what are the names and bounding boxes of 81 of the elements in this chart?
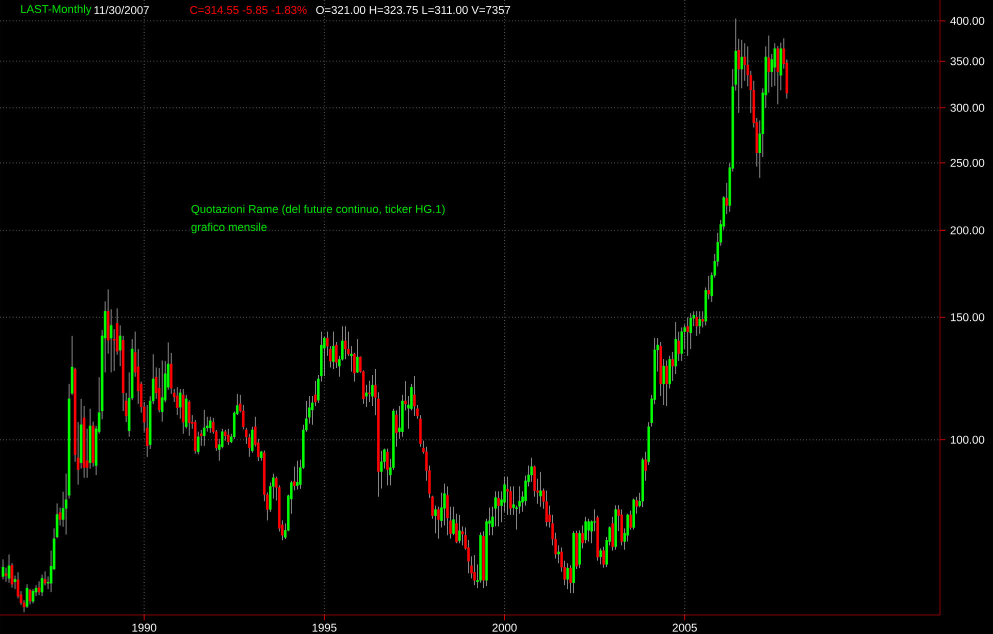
candlestick <box>695 310 698 336</box>
candlestick <box>176 386 178 416</box>
candlestick <box>497 491 500 527</box>
annotation: O=321.00 H=323.75 L=311.00 V=7357 <box>316 6 510 14</box>
candlestick <box>506 476 509 516</box>
candlestick <box>698 310 702 334</box>
candlestick <box>296 460 299 490</box>
candlestick <box>202 410 206 446</box>
candlestick <box>446 486 449 536</box>
y-tick-label: 350.00 <box>950 57 984 66</box>
candlestick <box>725 182 728 214</box>
candlestick <box>635 496 638 514</box>
annotation: Quotazioni Rame (del future continuo, ticker HG.1) <box>191 204 445 216</box>
candlestick <box>566 562 569 590</box>
candlestick <box>413 376 416 416</box>
candlestick <box>774 42 776 86</box>
candlestick <box>629 510 632 530</box>
candlestick <box>434 505 437 534</box>
x-tick-label: 1990 <box>132 624 156 632</box>
candlestick <box>593 509 596 532</box>
chart-subtitle: 11/30/2007 <box>94 6 149 14</box>
candlestick <box>4 567 8 582</box>
candlestick <box>226 428 230 446</box>
candlestick <box>371 374 374 406</box>
candlestick <box>473 554 476 586</box>
x-tick-label: 2000 <box>492 624 517 632</box>
candlestick <box>530 457 533 482</box>
candlestick <box>707 276 710 300</box>
candlestick <box>44 571 46 586</box>
candlestick <box>380 450 383 489</box>
candlestick <box>208 416 212 434</box>
y-tick-label: 250.00 <box>950 158 984 167</box>
x-tick-label: 1995 <box>312 624 336 632</box>
candlestick <box>662 358 665 406</box>
candlestick <box>386 448 389 486</box>
candlestick <box>557 545 560 564</box>
candlestick <box>665 360 668 406</box>
candlestick <box>602 546 605 568</box>
x-tick-label: 2005 <box>672 624 697 632</box>
candlestick <box>28 588 32 605</box>
candlestick <box>458 514 461 544</box>
candlestick <box>344 326 347 360</box>
y-tick-label: 150.00 <box>950 313 984 322</box>
candlestick <box>701 310 704 328</box>
candlestick <box>587 518 590 542</box>
candlestick <box>40 574 44 596</box>
candlestick <box>395 410 398 448</box>
candlestick <box>461 526 464 546</box>
candlestick <box>686 316 690 356</box>
annotation: C=314.55 -5.85 -1.83% <box>190 6 307 14</box>
candlestick <box>569 564 572 594</box>
annotation: grafico mensile <box>191 222 267 234</box>
candlestick <box>110 308 112 373</box>
y-tick-label: 300.00 <box>950 104 984 112</box>
candlestick <box>26 584 28 608</box>
y-tick-label: 400.00 <box>950 16 984 25</box>
candlestick <box>2 559 4 580</box>
candlestick <box>32 588 34 604</box>
candlestick <box>160 360 164 422</box>
y-tick-label: 200.00 <box>950 226 984 234</box>
candlestick <box>740 40 744 89</box>
candlestick <box>539 472 542 508</box>
y-tick-label: 100.00 <box>950 436 984 444</box>
candlestick <box>356 338 359 374</box>
candlestick <box>437 506 440 539</box>
candlestick <box>599 548 602 565</box>
candlestick <box>545 490 548 527</box>
chart-title: LAST-Monthly <box>21 4 92 16</box>
candlestick <box>677 331 680 362</box>
candlestick <box>368 380 371 402</box>
candlestick <box>680 327 684 362</box>
candlestick <box>671 352 674 382</box>
candlestick <box>38 580 40 596</box>
candlestick <box>365 384 368 408</box>
candlestick <box>768 35 770 93</box>
candlestick <box>224 430 227 442</box>
candlestick <box>611 516 614 551</box>
candlestick <box>188 400 190 436</box>
candlestick <box>332 331 335 370</box>
candlestick <box>776 46 780 105</box>
candlestick <box>8 554 10 584</box>
